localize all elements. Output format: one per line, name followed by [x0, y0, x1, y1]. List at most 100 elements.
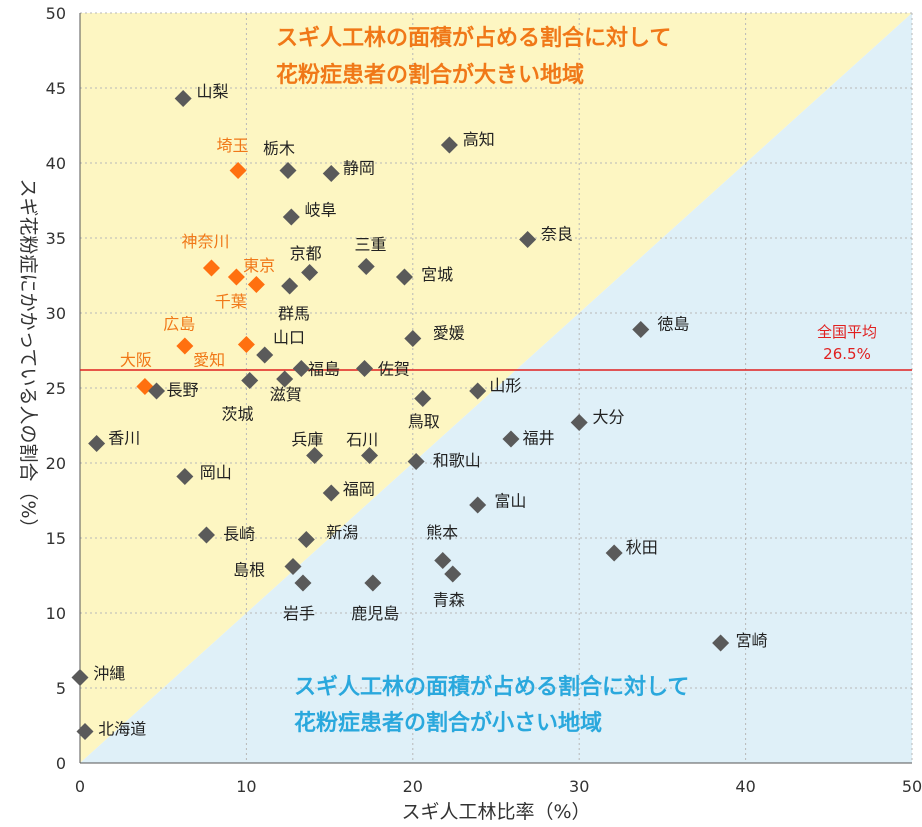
point-marker [76, 723, 94, 740]
point-label: 埼玉 [216, 136, 248, 155]
data-point: 京都 [290, 244, 322, 281]
point-label: 岐阜 [305, 201, 337, 220]
point-marker [357, 258, 375, 275]
data-points: 山梨高知栃木埼玉静岡岐阜奈良三重神奈川京都宮城東京千葉群馬徳島愛媛広島山口愛知大… [71, 82, 768, 740]
data-point: 宮城 [395, 265, 453, 286]
x-axis-title: スギ人工林比率（%） [401, 801, 590, 823]
data-point: 愛知 [193, 336, 255, 370]
data-point: 石川 [346, 430, 378, 464]
point-marker [712, 634, 730, 652]
data-point: 熊本 [426, 523, 458, 569]
point-label: 長野 [167, 381, 199, 400]
point-marker [364, 574, 382, 592]
data-point: 奈良 [519, 225, 573, 248]
data-point: 東京 [227, 256, 275, 286]
data-point: 長野 [148, 381, 199, 400]
point-marker [227, 268, 245, 286]
y-tick-label: 0 [56, 754, 66, 773]
y-tick-label: 5 [56, 679, 66, 698]
point-label: 高知 [463, 130, 495, 149]
national-average-label: 全国平均 [817, 323, 877, 341]
point-marker [197, 526, 215, 544]
y-tick-label: 20 [46, 454, 66, 473]
point-marker [281, 277, 299, 295]
point-marker [322, 165, 340, 182]
point-marker [356, 360, 374, 377]
point-marker [148, 382, 166, 400]
point-marker [88, 435, 106, 452]
y-tick-label: 10 [46, 604, 66, 623]
point-marker [632, 321, 650, 338]
point-marker [202, 259, 220, 277]
data-point: 新潟 [297, 523, 358, 548]
data-point: 三重 [355, 235, 387, 275]
point-label: 大分 [593, 408, 625, 427]
x-tick-label: 10 [236, 777, 256, 796]
point-label: 千葉 [215, 292, 247, 311]
data-point: 山口 [256, 328, 305, 364]
point-marker [247, 276, 265, 293]
data-point: 埼玉 [216, 136, 248, 179]
x-tick-label: 20 [403, 777, 423, 796]
point-label: 福島 [308, 360, 340, 379]
data-point: 岐阜 [282, 201, 337, 226]
point-label: 岩手 [283, 604, 315, 623]
point-marker [469, 496, 487, 514]
x-tick-labels: 0 10 20 30 40 50 [75, 777, 922, 796]
point-marker [404, 330, 422, 347]
data-point: 岡山 [176, 463, 232, 485]
point-label: 香川 [108, 429, 140, 448]
point-label: 京都 [290, 244, 322, 263]
point-marker [237, 336, 255, 353]
point-marker [570, 414, 588, 431]
point-label: 鳥取 [408, 412, 440, 431]
point-label: 宮城 [421, 265, 453, 284]
point-marker [322, 484, 340, 502]
data-point: 山形 [469, 376, 521, 400]
point-marker [519, 231, 537, 248]
point-label: 群馬 [278, 304, 310, 323]
data-point: 滋賀 [241, 372, 302, 404]
data-point: 秋田 [605, 538, 658, 562]
lower-annotation-line1: スギ人工林の面積が占める割合に対して [294, 674, 689, 700]
data-point: 福井 [502, 429, 555, 448]
x-tick-label: 30 [569, 777, 589, 796]
point-marker [444, 565, 462, 583]
data-point: 群馬 [278, 277, 310, 323]
point-label: 沖縄 [93, 664, 125, 683]
point-label: 滋賀 [270, 385, 302, 404]
point-marker [176, 337, 194, 355]
point-label: 佐賀 [378, 360, 410, 379]
data-point: 愛媛 [404, 324, 465, 347]
point-marker [407, 453, 425, 470]
y-tick-label: 45 [46, 79, 66, 98]
point-marker [440, 136, 458, 154]
data-point: 静岡 [322, 159, 375, 182]
data-point: 香川 [88, 429, 140, 452]
point-marker [282, 208, 300, 226]
point-label: 広島 [163, 315, 195, 334]
point-label: 愛媛 [433, 324, 465, 343]
point-label: 青森 [433, 591, 465, 610]
point-marker [284, 558, 302, 575]
point-label: 神奈川 [182, 232, 230, 251]
data-point: 兵庫 [291, 430, 323, 464]
data-point: 徳島 [632, 315, 689, 338]
point-label: 新潟 [326, 523, 358, 542]
point-label: 石川 [346, 430, 378, 449]
point-label: 愛知 [193, 351, 225, 370]
point-label: 福岡 [343, 480, 375, 499]
point-marker [279, 162, 297, 179]
point-label: 秋田 [626, 538, 658, 557]
point-marker [174, 90, 192, 107]
data-point: 沖縄 [71, 664, 125, 686]
point-label: 宮崎 [736, 631, 768, 650]
point-label: 岡山 [200, 463, 232, 482]
point-marker [301, 264, 319, 281]
point-marker [434, 552, 452, 569]
point-label: 東京 [243, 256, 275, 275]
point-label: 熊本 [426, 523, 458, 542]
lower-annotation-line2: 花粉症患者の割合が小さい地域 [294, 710, 602, 736]
x-tick-label: 0 [75, 777, 85, 796]
data-point: 茨城 [221, 370, 294, 424]
